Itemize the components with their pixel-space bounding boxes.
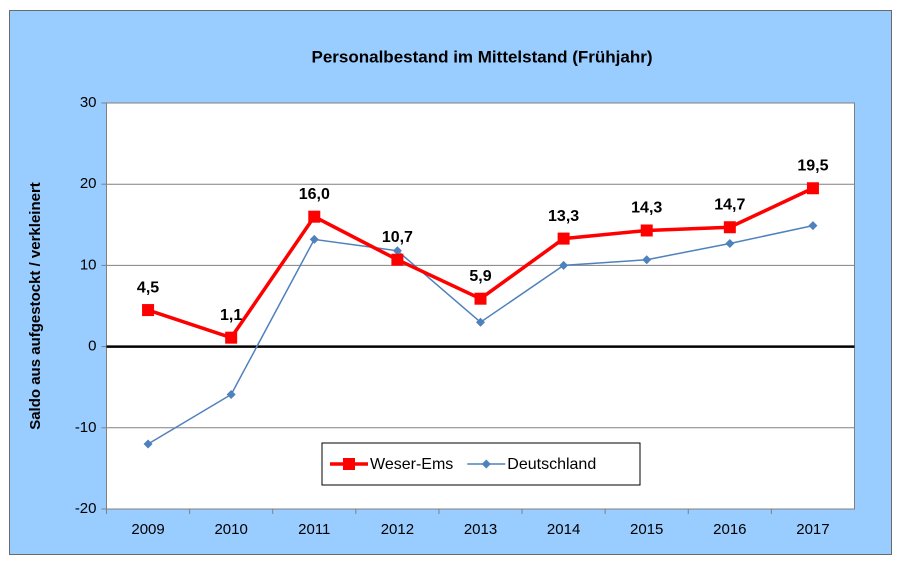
y-axis-label: Saldo aus aufgestockt / verkleinert xyxy=(27,182,44,430)
marker xyxy=(723,221,736,234)
data-label: 10,7 xyxy=(382,229,413,246)
marker xyxy=(308,210,321,223)
marker xyxy=(808,221,818,231)
x-tick-label: 2010 xyxy=(214,521,247,538)
x-tick-label: 2011 xyxy=(298,521,330,538)
marker xyxy=(143,439,153,449)
marker xyxy=(725,238,735,248)
marker xyxy=(640,224,653,237)
data-label: 4,5 xyxy=(137,279,159,296)
data-label: 14,3 xyxy=(631,200,662,217)
marker xyxy=(142,304,155,317)
plot-area xyxy=(106,102,855,510)
data-label: 1,1 xyxy=(220,307,242,324)
x-tick-label: 2014 xyxy=(547,521,580,538)
marker xyxy=(391,253,404,266)
x-tick-label: 2013 xyxy=(464,521,497,538)
marker xyxy=(225,331,238,344)
data-label: 16,0 xyxy=(299,186,330,203)
data-label: 14,7 xyxy=(714,196,745,213)
data-label: 19,5 xyxy=(797,157,828,174)
marker xyxy=(806,182,819,195)
y-tick-label: -20 xyxy=(75,500,97,517)
marker xyxy=(309,234,319,244)
marker xyxy=(557,232,570,245)
marker xyxy=(474,292,487,305)
legend-marker xyxy=(343,458,355,470)
legend-label: Weser-Ems xyxy=(370,456,453,473)
y-tick-label: -10 xyxy=(75,419,97,436)
marker xyxy=(226,390,236,400)
y-tick-label: 30 xyxy=(80,94,97,111)
y-tick-label: 10 xyxy=(80,256,97,273)
x-tick-label: 2015 xyxy=(630,521,663,538)
x-tick-label: 2017 xyxy=(796,521,829,538)
marker xyxy=(392,246,402,256)
marker xyxy=(476,317,485,327)
legend-marker xyxy=(481,459,491,469)
data-label: 13,3 xyxy=(548,208,579,225)
y-tick-label: 0 xyxy=(88,338,96,355)
data-label: 5,9 xyxy=(469,268,491,285)
chart-title: Personalbestand im Mittelstand (Frühjahr… xyxy=(312,47,653,66)
y-tick-label: 20 xyxy=(80,175,97,192)
x-tick-label: 2016 xyxy=(713,521,746,538)
x-tick-label: 2009 xyxy=(131,521,164,538)
marker xyxy=(559,260,569,270)
x-tick-label: 2012 xyxy=(381,521,414,538)
marker xyxy=(642,255,652,265)
legend-label: Deutschland xyxy=(507,456,596,473)
